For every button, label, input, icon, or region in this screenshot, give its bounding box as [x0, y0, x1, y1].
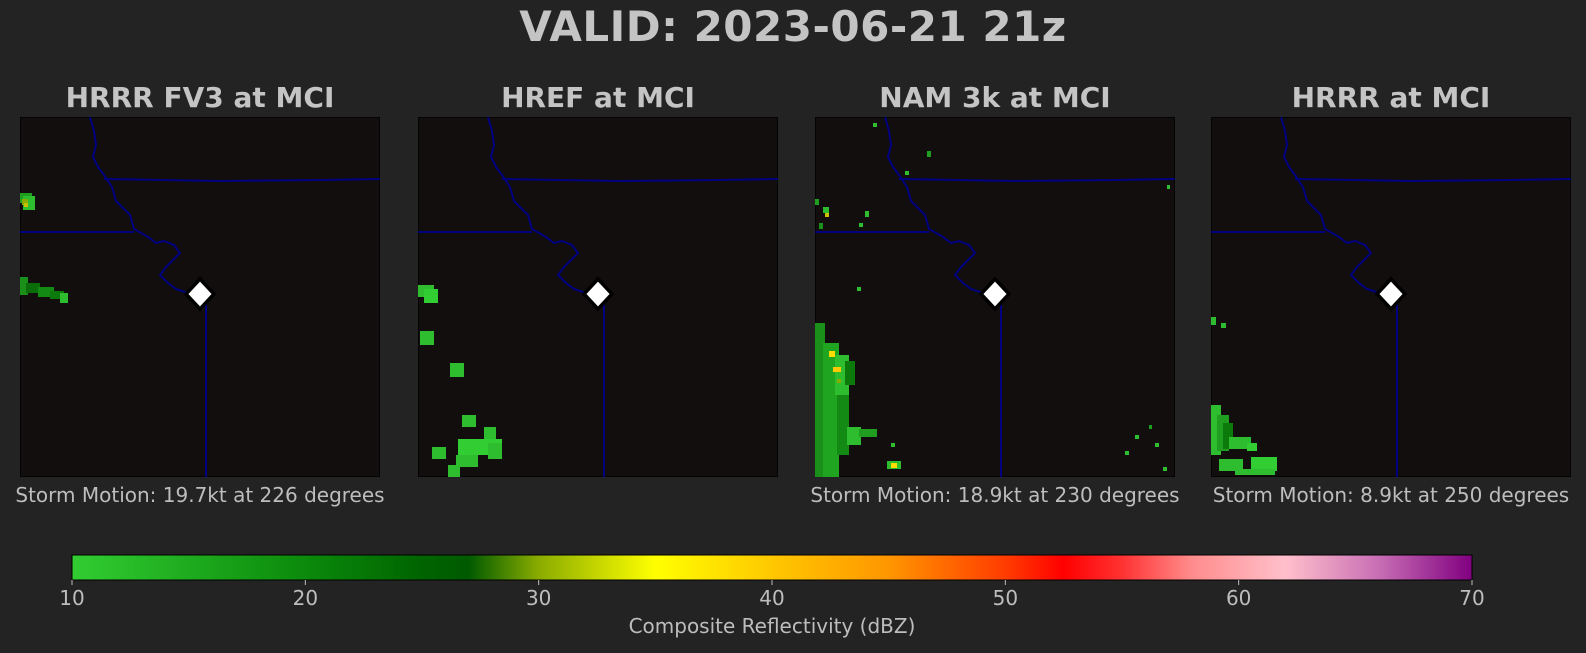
echo-cell [833, 367, 841, 372]
echo-cell [819, 223, 823, 229]
storm-motion-label: Storm Motion: 8.9kt at 250 degrees [1212, 483, 1570, 507]
state-boundaries [1211, 117, 1571, 477]
echo-layer [1211, 317, 1277, 475]
state-line-north [103, 178, 380, 183]
echo-cell [432, 447, 446, 459]
state-boundaries [20, 117, 380, 477]
echo-cell [1167, 185, 1170, 189]
panel-hrrr-fv3: HRRR FV3 at MCI Storm Motion: 19.7kt at … [15, 78, 384, 518]
panel-title: HRRR at MCI [1291, 81, 1491, 114]
echo-cell [484, 427, 496, 439]
panel-hrrr: HRRR at MCI Storm Motion: 8.9kt at 250 d… [1211, 78, 1571, 518]
echo-cell [815, 199, 819, 205]
echo-cell [448, 465, 460, 477]
echo-cell [38, 287, 54, 297]
echo-cell [823, 207, 829, 213]
echo-cell [26, 283, 40, 293]
echo-cell [450, 363, 464, 377]
echo-cell [1247, 443, 1257, 451]
reflectivity-map [20, 117, 380, 477]
reflectivity-map [815, 117, 1175, 477]
echo-cell [873, 123, 877, 127]
echo-cell [424, 289, 438, 303]
colorbar-ticks: 10 20 30 40 50 60 70 [59, 580, 1485, 610]
state-line-north [898, 178, 1175, 183]
echo-cell [1163, 467, 1167, 471]
echo-cell [1219, 459, 1243, 471]
colorbar-tick-label: 20 [293, 586, 318, 610]
echo-cell [1251, 457, 1277, 471]
panel-href: HREF at MCI [418, 78, 778, 518]
river-boundary [89, 117, 199, 296]
panel-title: HRRR FV3 at MCI [65, 81, 335, 114]
storm-motion-label: Storm Motion: 18.9kt at 230 degrees [810, 483, 1180, 507]
echo-cell [859, 429, 877, 437]
echo-cell [1155, 443, 1159, 447]
panel-title: NAM 3k at MCI [879, 81, 1111, 114]
echo-layer [815, 123, 1170, 477]
echo-cell [1149, 425, 1152, 429]
echo-cell [1125, 451, 1129, 455]
echo-cell [1211, 405, 1221, 455]
echo-cell [1229, 437, 1251, 449]
echo-cell [905, 171, 909, 175]
echo-cell [891, 463, 897, 468]
colorbar-tick-label: 70 [1459, 586, 1484, 610]
site-marker [183, 276, 217, 312]
echo-cell [847, 427, 861, 445]
colorbar-label: Composite Reflectivity (dBZ) [629, 614, 916, 638]
colorbar-tick-label: 30 [526, 586, 551, 610]
panel-nam-3k: NAM 3k at MCI [810, 78, 1179, 518]
state-line-north [501, 178, 778, 183]
colorbar-strip [71, 554, 1473, 581]
echo-cell [60, 293, 68, 303]
echo-cell [420, 331, 434, 345]
state-line-north [1294, 178, 1571, 183]
echo-cell [825, 213, 829, 217]
site-marker [978, 276, 1012, 312]
echo-layer [418, 285, 502, 477]
colorbar-tick-label: 50 [993, 586, 1018, 610]
site-marker [581, 276, 615, 312]
echo-cell [865, 211, 869, 217]
echo-cell [1223, 423, 1233, 449]
panel-title: HREF at MCI [501, 81, 695, 114]
echo-layer [20, 193, 68, 303]
state-boundaries [418, 117, 778, 477]
echo-cell [462, 415, 476, 427]
site-marker [1374, 276, 1408, 312]
state-boundaries [815, 117, 1175, 477]
echo-cell [1211, 317, 1216, 325]
echo-cell [1135, 435, 1139, 439]
echo-cell [456, 455, 478, 467]
echo-cell [845, 361, 855, 385]
colorbar-tick-label: 60 [1226, 586, 1251, 610]
echo-cell [891, 443, 895, 447]
colorbar: 10 20 30 40 50 60 70 Composite Reflectivity (d… [59, 554, 1485, 638]
echo-cell [1221, 323, 1226, 328]
colorbar-tick-label: 10 [59, 586, 84, 610]
figure-title: VALID: 2023-06-21 21z [519, 2, 1067, 51]
echo-cell [859, 223, 863, 227]
echo-cell [24, 203, 28, 207]
colorbar-tick-label: 40 [759, 586, 784, 610]
echo-cell [837, 395, 849, 455]
echo-cell [22, 199, 28, 205]
echo-cell [50, 291, 64, 299]
river-boundary [884, 117, 994, 296]
reflectivity-map [1211, 117, 1571, 477]
echo-cell [488, 443, 502, 459]
echo-cell [20, 277, 28, 295]
river-boundary [1280, 117, 1390, 296]
reflectivity-map [418, 117, 778, 477]
echo-cell [815, 323, 825, 477]
echo-cell [927, 151, 931, 157]
storm-motion-label: Storm Motion: 19.7kt at 226 degrees [15, 483, 385, 507]
echo-cell [857, 287, 861, 291]
echo-cell [1235, 469, 1275, 475]
echo-cell [829, 351, 835, 357]
river-boundary [487, 117, 597, 296]
echo-cell [837, 379, 841, 383]
